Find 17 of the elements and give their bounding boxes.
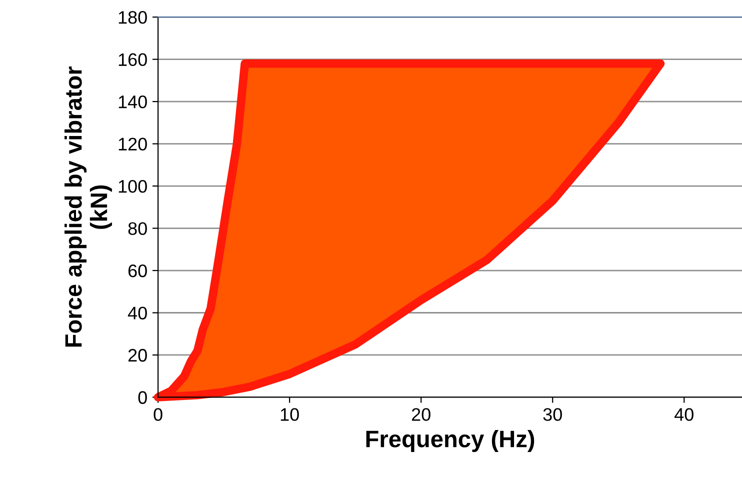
y-tick-label: 0 <box>138 391 147 404</box>
y-tick-label: 60 <box>128 264 147 278</box>
x-tick-label: 40 <box>674 408 694 421</box>
y-tick-label: 100 <box>118 180 147 193</box>
y-tick-label: 140 <box>118 95 147 108</box>
y-axis-title: Force applied by vibrator (kN) <box>64 66 112 347</box>
y-tick-label: 80 <box>128 222 147 235</box>
y-tick-label: 180 <box>118 11 147 24</box>
x-tick-label: 30 <box>543 408 562 421</box>
x-tick-label: 20 <box>412 408 430 421</box>
y-tick-label: 20 <box>128 348 147 362</box>
y-tick-label: 120 <box>118 138 147 151</box>
x-axis-title: Frequency (Hz) <box>366 430 534 452</box>
x-tick-label: 10 <box>280 408 299 421</box>
y-tick-label: 40 <box>128 306 147 320</box>
y-tick-label: 160 <box>118 53 147 66</box>
x-tick-label: 0 <box>154 408 162 421</box>
